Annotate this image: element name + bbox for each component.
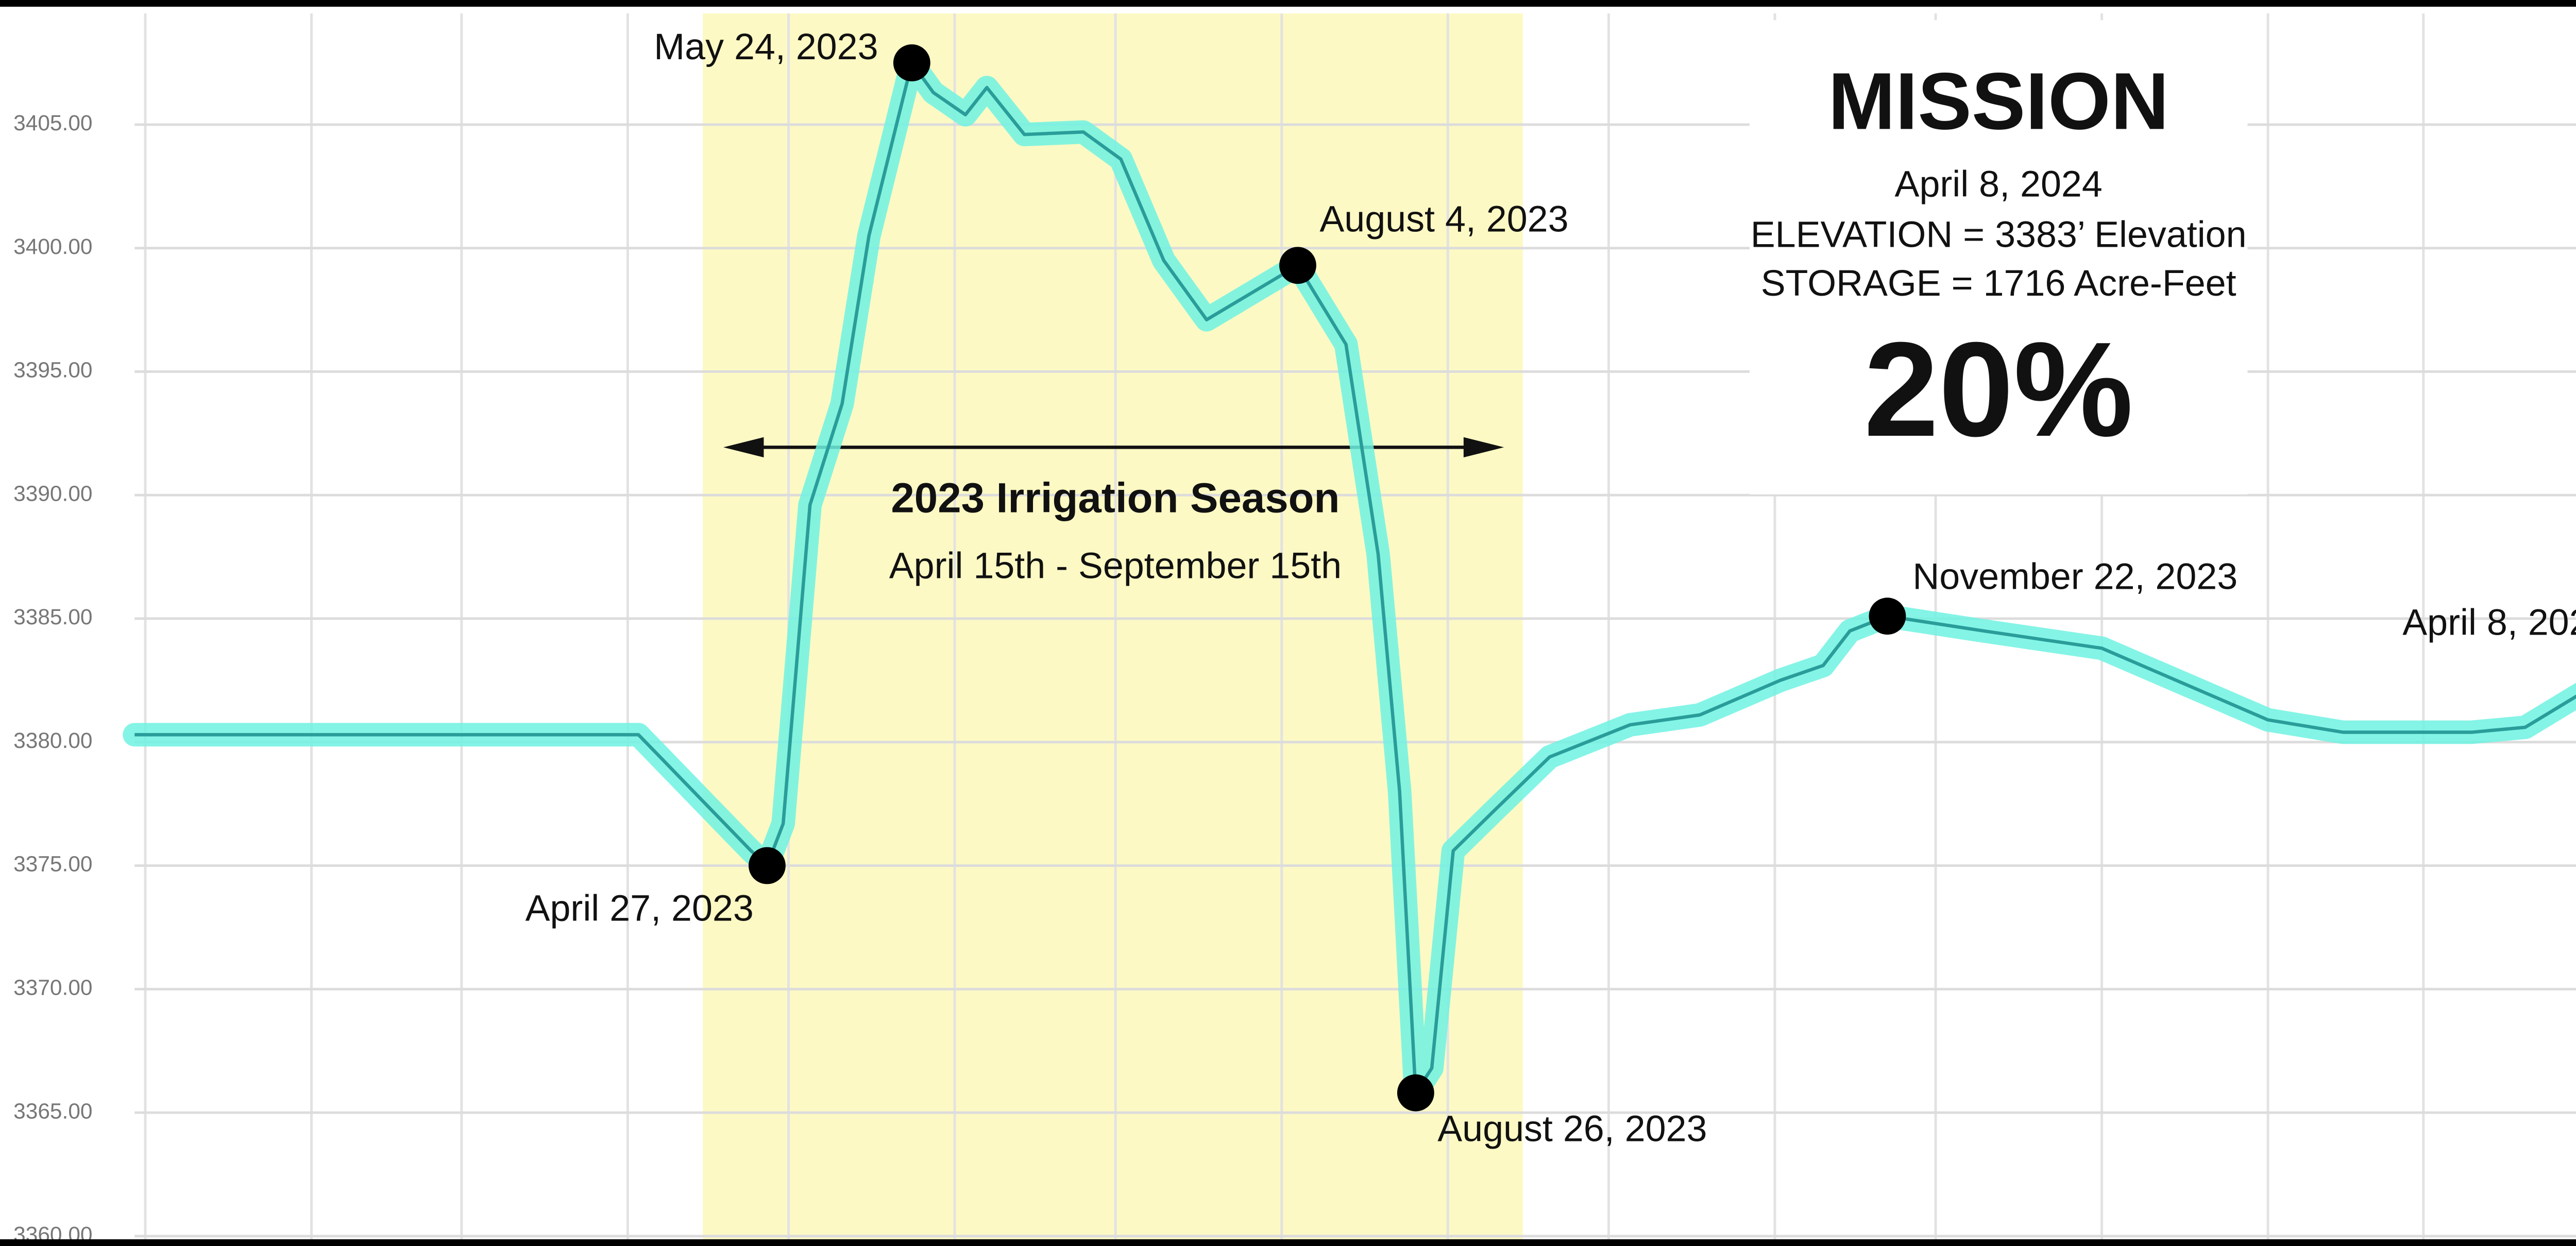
info-box: [1749, 20, 2248, 494]
y-tick-label: 3400.00: [13, 234, 92, 259]
point-label: August 4, 2023: [1319, 198, 1568, 240]
band-title: 2023 Irrigation Season: [891, 474, 1340, 521]
bottom-bar: [0, 1239, 2576, 1246]
point-label: April 27, 2023: [526, 888, 754, 929]
info-title: MISSION: [1828, 56, 2169, 146]
arrow-head: [1463, 437, 1504, 457]
point: [1397, 1074, 1434, 1112]
point: [893, 44, 930, 81]
point: [1279, 247, 1316, 284]
info-percent: 20%: [1864, 315, 2133, 465]
point: [1869, 598, 1906, 635]
top-bar: [0, 0, 2576, 7]
y-tick-label: 3380.00: [13, 728, 92, 753]
y-tick-label: 3385.00: [13, 605, 92, 629]
info-storage: STORAGE = 1716 Acre-Feet: [1761, 263, 2236, 304]
y-tick-label: 3370.00: [13, 976, 92, 1000]
y-tick-label: 3405.00: [13, 111, 92, 135]
info-date: April 8, 2024: [1895, 163, 2103, 204]
point-label: August 26, 2023: [1437, 1108, 1707, 1150]
point-label: April 8, 2024: [2402, 602, 2576, 643]
y-tick-label: 3395.00: [13, 358, 92, 382]
point-label: May 24, 2023: [654, 26, 878, 67]
y-tick-label: 3390.00: [13, 481, 92, 505]
line: [134, 61, 2576, 1095]
y-tick-label: 3365.00: [13, 1099, 92, 1123]
band-subtitle: April 15th - September 15th: [889, 545, 1342, 586]
point: [749, 847, 786, 884]
info-elevation: ELEVATION = 3383’ Elevation: [1751, 214, 2247, 255]
point-label: November 22, 2023: [1912, 556, 2238, 597]
y-tick-label: 3375.00: [13, 852, 92, 876]
arrow-head: [723, 437, 764, 457]
line-layer: May 24, 2023 April 27, 2023 August 4, 2023…: [123, 26, 2576, 1150]
